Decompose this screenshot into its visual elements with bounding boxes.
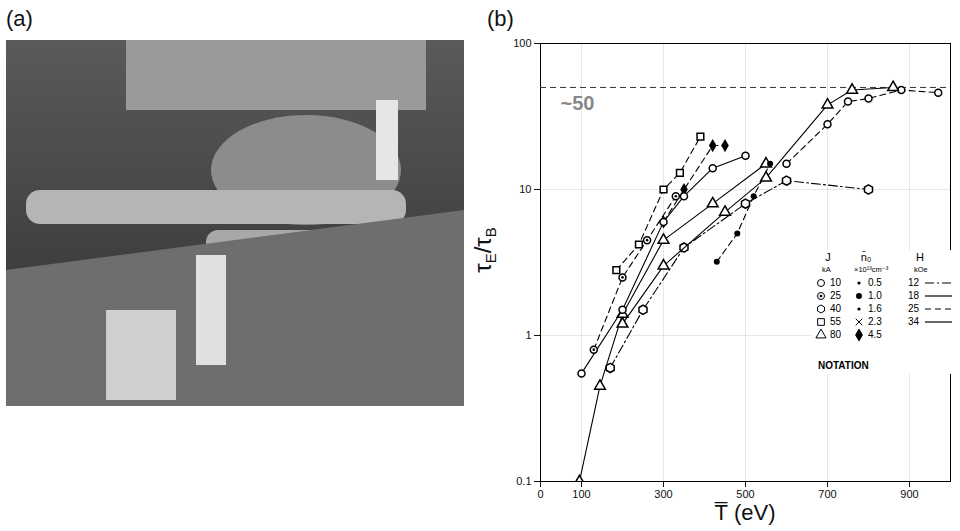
svg-text:40: 40 bbox=[830, 303, 842, 314]
svg-text:~50: ~50 bbox=[561, 92, 595, 114]
svg-text:55: 55 bbox=[830, 316, 842, 327]
svg-text:H: H bbox=[916, 251, 924, 263]
svg-text:2.3: 2.3 bbox=[868, 316, 882, 327]
svg-text:700: 700 bbox=[818, 488, 836, 500]
svg-text:10: 10 bbox=[830, 277, 842, 288]
svg-text:25: 25 bbox=[908, 303, 920, 314]
svg-text:500: 500 bbox=[736, 488, 754, 500]
svg-text:900: 900 bbox=[900, 488, 918, 500]
svg-text:100: 100 bbox=[572, 488, 590, 500]
html-text:(b): (b) bbox=[487, 6, 514, 31]
html-text:(a): (a) bbox=[6, 6, 33, 31]
html-text:B: B bbox=[482, 227, 500, 238]
svg-text:100: 100 bbox=[513, 37, 531, 49]
svg-text:80: 80 bbox=[830, 329, 842, 340]
svg-text:1: 1 bbox=[525, 329, 531, 341]
svg-text:300: 300 bbox=[654, 488, 672, 500]
svg-text:NOTATION: NOTATION bbox=[818, 360, 869, 371]
html-text:/τ: /τ bbox=[468, 237, 496, 254]
svg-text:J: J bbox=[825, 251, 831, 263]
svg-text:1.0: 1.0 bbox=[868, 290, 882, 301]
svg-text:10: 10 bbox=[519, 183, 531, 195]
svg-text:n̄₀: n̄₀ bbox=[861, 251, 872, 263]
svg-text:1.6: 1.6 bbox=[868, 303, 882, 314]
html-text:τ: τ bbox=[468, 263, 496, 273]
svg-text:18: 18 bbox=[908, 290, 920, 301]
svg-text:0.5: 0.5 bbox=[868, 277, 882, 288]
html-text:T̅ (eV): T̅ (eV) bbox=[714, 500, 776, 525]
svg-text:0.1: 0.1 bbox=[516, 475, 531, 487]
svg-text:12: 12 bbox=[908, 277, 920, 288]
svg-text:kOe: kOe bbox=[914, 265, 928, 274]
svg-text:34: 34 bbox=[908, 316, 920, 327]
svg-text:25: 25 bbox=[830, 290, 842, 301]
svg-text:×10¹³cm⁻³: ×10¹³cm⁻³ bbox=[854, 265, 889, 274]
svg-text:0: 0 bbox=[537, 488, 543, 500]
svg-text:kA: kA bbox=[822, 265, 831, 274]
svg-text:4.5: 4.5 bbox=[868, 329, 882, 340]
html-text:E: E bbox=[482, 253, 500, 264]
